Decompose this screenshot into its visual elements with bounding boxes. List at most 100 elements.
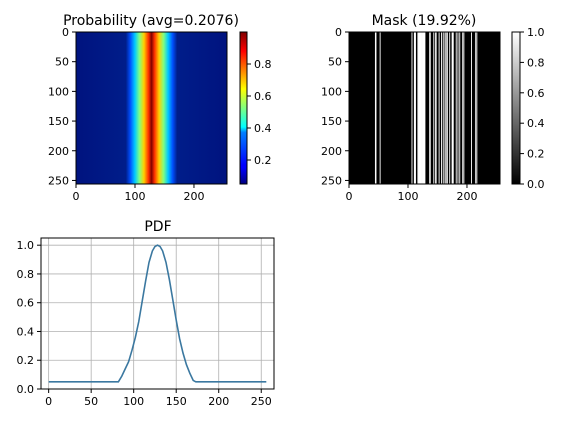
mask-white-column: [445, 32, 447, 184]
pdf-xtick-label: 250: [251, 395, 272, 408]
mask-colorbar-tick-label: 0.4: [527, 117, 545, 130]
mask-white-column: [475, 32, 477, 184]
mask-white-column: [414, 32, 416, 184]
mask-xtick-label: 200: [456, 190, 477, 203]
probability-image: [76, 32, 227, 184]
mask-white-column: [415, 32, 416, 184]
mask-colorbar: [512, 32, 520, 184]
pdf-panel: PDF 0 50 100 150 200 250 0.0 0.2 0.4 0.6 0.8 1.0: [17, 219, 275, 408]
mask-white-column: [420, 32, 422, 184]
pdf-xtick-label: 50: [84, 395, 98, 408]
mask-white-column: [418, 32, 419, 184]
mask-white-column: [423, 32, 425, 184]
pdf-xtick-label: 200: [208, 395, 229, 408]
pdf-frame: [40, 237, 275, 390]
mask-white-column: [419, 32, 421, 184]
probability-panel: Probability (avg=0.2076) 0 100 200 0 50 100 15…: [48, 13, 272, 203]
mask-white-column: [435, 32, 437, 184]
mask-columns: [374, 32, 478, 184]
prob-ytick-label: 0: [62, 26, 69, 39]
pdf-ytick-label: 0.4: [17, 325, 35, 338]
mask-title: Mask (19.92%): [372, 13, 477, 29]
prob-xtick-label: 0: [73, 190, 80, 203]
prob-colorbar-tick-label: 0.4: [254, 122, 272, 135]
mask-axes: 0 100 200 0 50 100 150 200 250: [321, 26, 477, 203]
mask-white-column: [438, 32, 440, 184]
probability-colorbar: [240, 32, 247, 184]
mask-white-column: [441, 32, 442, 184]
mask-white-column: [411, 32, 413, 184]
mask-white-column: [417, 32, 419, 184]
probability-colorbar-ticks: 0.2 0.4 0.6 0.8: [247, 58, 272, 167]
mask-white-column: [446, 32, 448, 184]
mask-white-column: [455, 32, 457, 184]
pdf-series-line: [48, 244, 267, 383]
mask-white-column: [471, 32, 472, 184]
pdf-title: PDF: [144, 219, 171, 235]
probability-axes: 0 100 200 0 50 100 150 200 250: [48, 26, 204, 203]
mask-xtick-label: 100: [397, 190, 418, 203]
mask-white-column: [476, 32, 478, 184]
pdf-ytick-label: 1.0: [17, 239, 35, 252]
mask-white-column: [449, 32, 451, 184]
mask-colorbar-ticks: 0.0 0.2 0.4 0.6 0.8 1.0: [520, 26, 545, 191]
mask-colorbar-frame: [511, 31, 521, 185]
prob-ytick-label: 150: [48, 115, 69, 128]
mask-white-column: [421, 32, 423, 184]
mask-ytick-label: 100: [321, 85, 342, 98]
pdf-ytick-label: 0.8: [17, 268, 35, 281]
probability-title: Probability (avg=0.2076): [63, 13, 239, 29]
mask-white-column: [442, 32, 444, 184]
pdf-ytick-label: 0.6: [17, 297, 35, 310]
pdf-xtick-label: 150: [166, 395, 187, 408]
pdf-ytick-label: 0.2: [17, 354, 35, 367]
mask-white-column: [422, 32, 424, 184]
mask-colorbar-tick-label: 0.6: [527, 87, 545, 100]
pdf-ytick-label: 0.0: [17, 383, 35, 396]
prob-ytick-label: 50: [55, 56, 69, 69]
mask-white-column: [444, 32, 446, 184]
mask-ytick-label: 0: [335, 26, 342, 39]
mask-white-column: [452, 32, 454, 184]
mask-white-column: [379, 32, 381, 184]
mask-white-column: [424, 32, 426, 184]
mask-white-column: [429, 32, 431, 184]
mask-white-column: [462, 32, 464, 184]
prob-colorbar-tick-label: 0.2: [254, 154, 272, 167]
prob-ytick-label: 250: [48, 174, 69, 187]
mask-white-column: [435, 32, 437, 184]
mask-white-column: [433, 32, 435, 184]
pdf-xtick-label: 0: [45, 395, 52, 408]
prob-colorbar-tick-label: 0.8: [254, 58, 272, 71]
mask-white-column: [451, 32, 453, 184]
prob-ytick-label: 200: [48, 145, 69, 158]
mask-ytick-label: 250: [321, 174, 342, 187]
mask-white-column: [459, 32, 461, 184]
mask-colorbar-tick-label: 0.8: [527, 56, 545, 69]
mask-white-column: [419, 32, 421, 184]
probability-frame: [75, 31, 228, 185]
mask-ytick-label: 150: [321, 115, 342, 128]
mask-colorbar-tick-label: 0.0: [527, 178, 545, 191]
mask-white-column: [422, 32, 424, 184]
pdf-xtick-label: 100: [123, 395, 144, 408]
mask-white-column: [375, 32, 377, 184]
mask-xtick-label: 0: [346, 190, 353, 203]
mask-white-column: [413, 32, 415, 184]
mask-white-column: [457, 32, 459, 184]
pdf-grid: [41, 238, 274, 390]
mask-panel: Mask (19.92%) 0 100 200 0 50 100 150 200 250 0.0…: [321, 13, 545, 203]
prob-colorbar-tick-label: 0.6: [254, 90, 272, 103]
pdf-axes: 0 50 100 150 200 250 0.0 0.2 0.4 0.6 0.8 1.0: [17, 239, 272, 408]
mask-white-column: [423, 32, 425, 184]
probability-colorbar-frame: [239, 31, 248, 185]
prob-xtick-label: 200: [183, 190, 204, 203]
mask-white-column: [429, 32, 431, 184]
mask-white-column: [374, 32, 376, 184]
mask-ytick-label: 50: [328, 56, 342, 69]
mask-colorbar-tick-label: 1.0: [527, 26, 545, 39]
mask-white-column: [463, 32, 465, 184]
mask-white-column: [418, 32, 420, 184]
mask-ytick-label: 200: [321, 145, 342, 158]
